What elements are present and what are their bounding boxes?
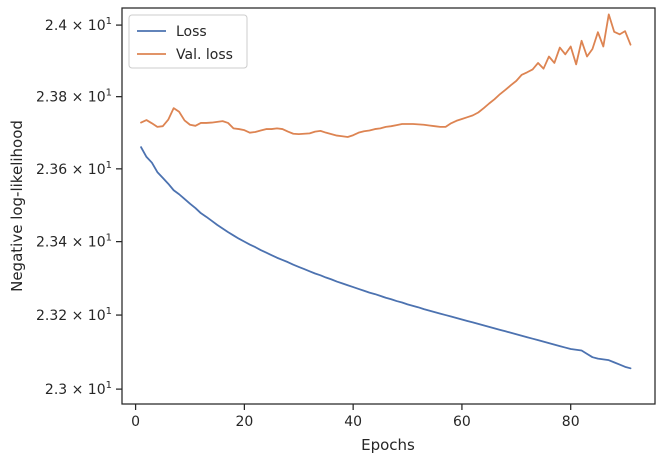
y-tick-label: 2.38 × 101 bbox=[36, 88, 112, 106]
y-tick-label: 2.36 × 101 bbox=[36, 160, 112, 178]
plot-frame bbox=[121, 7, 656, 405]
x-tick-label: 0 bbox=[131, 414, 140, 430]
y-axis: 2.3 × 101 2.32 × 101 2.34 × 101 2.36 × 101 2… bbox=[36, 16, 122, 398]
x-tick-label: 40 bbox=[344, 414, 362, 430]
x-tick-label: 60 bbox=[453, 414, 471, 430]
x-tick-label: 20 bbox=[235, 414, 253, 430]
y-tick-label: 2.34 × 101 bbox=[36, 233, 112, 251]
y-tick-label: 2.3 × 101 bbox=[45, 380, 112, 398]
series-line-1 bbox=[140, 13, 632, 138]
series-line-0 bbox=[140, 146, 632, 370]
x-axis-label: Epochs bbox=[361, 436, 415, 454]
y-tick-label: 2.32 × 101 bbox=[36, 306, 112, 324]
x-axis: 0 20 40 60 80 bbox=[131, 404, 580, 430]
x-tick-label: 80 bbox=[562, 414, 580, 430]
legend-label-val-loss: Val. loss bbox=[176, 47, 233, 63]
legend-label-loss: Loss bbox=[176, 24, 207, 40]
legend: Loss Val. loss bbox=[128, 14, 248, 69]
series-layer bbox=[140, 13, 632, 370]
y-axis-label: Negative log-likelihood bbox=[8, 120, 26, 292]
y-tick-label: 2.4 × 101 bbox=[45, 16, 112, 34]
